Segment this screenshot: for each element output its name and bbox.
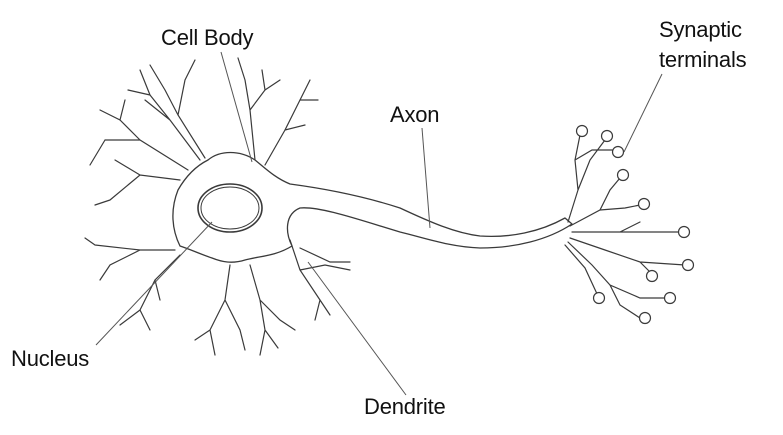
axon-leader (421, 127, 431, 229)
dendrites (84, 57, 351, 356)
nucleus-inner-ring (200, 186, 260, 230)
terminal-knob (677, 225, 691, 239)
terminal-knob (592, 291, 606, 305)
nucleus-label: Nucleus (11, 346, 90, 371)
terminal-knob (681, 258, 695, 272)
cell-body-label: Cell Body (161, 25, 254, 50)
terminal-knob (645, 269, 659, 283)
cell-body-shape (172, 151, 573, 263)
terminal-knob (637, 197, 651, 211)
synaptic-terminals-label-line2: terminals (659, 47, 747, 72)
terminal-knob (611, 145, 625, 159)
dendrite-label: Dendrite (364, 394, 446, 419)
axon-label: Axon (390, 102, 440, 127)
terminal-knob (663, 291, 677, 305)
terminal-knob (600, 129, 614, 143)
synaptic-terminals-label-line1: Synaptic (659, 17, 742, 42)
synaptic-terminals-leader (623, 73, 663, 153)
synaptic-terminal-branches (564, 134, 686, 319)
leader-lines (95, 51, 663, 396)
terminal-knob (575, 124, 589, 138)
nucleus-leader (95, 221, 213, 346)
dendrite-leader (307, 261, 407, 396)
nucleus-shape (197, 183, 263, 233)
terminal-knob (638, 311, 652, 325)
terminal-knob (616, 168, 630, 182)
synaptic-terminal-knobs (575, 124, 695, 325)
cell-body-leader (220, 51, 253, 163)
cell-body-and-axon (172, 151, 573, 263)
